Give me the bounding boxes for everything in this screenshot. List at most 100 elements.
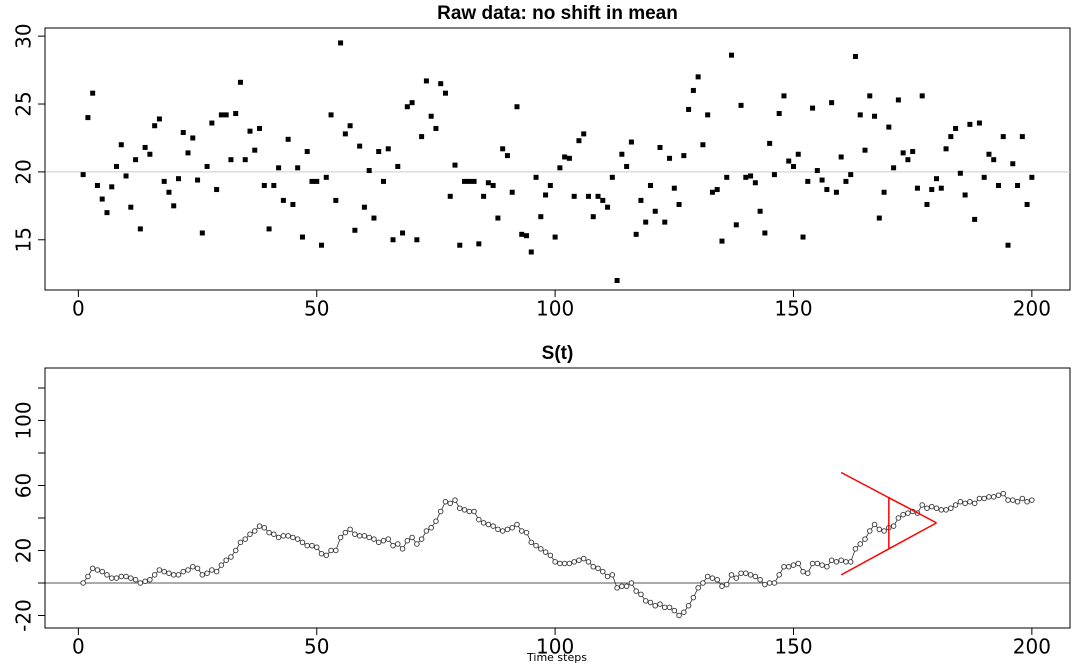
point bbox=[833, 189, 839, 195]
point bbox=[800, 234, 806, 240]
point bbox=[562, 154, 568, 160]
point bbox=[638, 197, 644, 203]
point bbox=[900, 511, 906, 518]
point bbox=[614, 585, 620, 591]
point bbox=[228, 157, 234, 163]
x-tick-label: 50 bbox=[304, 635, 329, 659]
point bbox=[199, 572, 206, 578]
point bbox=[471, 178, 477, 184]
point bbox=[294, 536, 301, 542]
point bbox=[709, 189, 715, 195]
point bbox=[228, 554, 234, 560]
point bbox=[347, 526, 353, 533]
point bbox=[85, 115, 91, 121]
point bbox=[218, 112, 224, 118]
point bbox=[395, 541, 401, 547]
point bbox=[476, 241, 482, 247]
plot-box bbox=[44, 367, 1071, 629]
point bbox=[924, 505, 930, 511]
point bbox=[695, 74, 701, 80]
point bbox=[452, 497, 458, 503]
point bbox=[257, 125, 263, 131]
point bbox=[304, 149, 310, 155]
point bbox=[652, 208, 658, 214]
point bbox=[285, 533, 291, 539]
point bbox=[442, 90, 448, 96]
point bbox=[781, 93, 787, 99]
point bbox=[89, 565, 96, 572]
point bbox=[862, 147, 868, 153]
point bbox=[1014, 498, 1021, 505]
point bbox=[266, 226, 272, 232]
point bbox=[524, 233, 530, 239]
point bbox=[261, 524, 268, 531]
point bbox=[643, 219, 649, 225]
point bbox=[795, 151, 801, 157]
point bbox=[547, 182, 553, 188]
x-tick-label: 50 bbox=[304, 297, 329, 321]
point bbox=[356, 533, 363, 539]
point bbox=[223, 557, 229, 563]
point bbox=[700, 142, 706, 148]
point bbox=[233, 111, 239, 117]
point bbox=[728, 572, 735, 578]
point bbox=[123, 573, 129, 580]
point bbox=[657, 144, 663, 150]
point bbox=[1000, 134, 1006, 140]
point bbox=[419, 134, 425, 140]
point bbox=[437, 508, 444, 515]
point bbox=[337, 534, 344, 541]
point bbox=[633, 588, 639, 594]
point bbox=[576, 557, 582, 563]
point bbox=[118, 142, 124, 148]
point bbox=[890, 523, 897, 529]
point bbox=[743, 174, 749, 180]
point bbox=[485, 180, 491, 186]
point bbox=[881, 189, 887, 195]
point bbox=[719, 238, 725, 244]
point bbox=[924, 201, 930, 207]
point bbox=[347, 123, 353, 129]
point bbox=[495, 215, 501, 221]
point bbox=[919, 502, 925, 508]
point bbox=[991, 157, 997, 163]
point bbox=[128, 204, 134, 210]
point bbox=[276, 165, 282, 171]
point bbox=[190, 563, 196, 570]
point bbox=[1024, 201, 1030, 207]
point bbox=[166, 189, 172, 195]
point bbox=[204, 570, 210, 576]
point bbox=[795, 560, 802, 567]
point bbox=[857, 112, 863, 118]
y-tick-label: -20 bbox=[12, 599, 36, 632]
point bbox=[666, 604, 673, 611]
chart-title: S(t) bbox=[542, 343, 574, 364]
point bbox=[900, 150, 906, 156]
point bbox=[242, 536, 248, 542]
point bbox=[543, 192, 549, 198]
point bbox=[738, 102, 744, 108]
point bbox=[380, 537, 387, 544]
point bbox=[671, 185, 677, 191]
point bbox=[171, 203, 177, 209]
point bbox=[833, 559, 840, 565]
point bbox=[481, 193, 487, 199]
point bbox=[485, 521, 492, 528]
x-tick-label: 100 bbox=[536, 635, 574, 659]
point bbox=[872, 113, 878, 119]
point bbox=[647, 182, 653, 188]
point bbox=[514, 521, 520, 528]
point bbox=[295, 165, 301, 171]
point bbox=[80, 172, 86, 178]
point bbox=[142, 144, 148, 150]
point bbox=[209, 120, 215, 126]
point bbox=[247, 531, 253, 537]
point bbox=[638, 591, 644, 598]
point bbox=[462, 178, 468, 184]
point bbox=[948, 134, 954, 140]
point bbox=[461, 507, 468, 513]
point bbox=[514, 104, 520, 110]
y-tick-label: 30 bbox=[12, 23, 36, 48]
point bbox=[824, 187, 830, 193]
